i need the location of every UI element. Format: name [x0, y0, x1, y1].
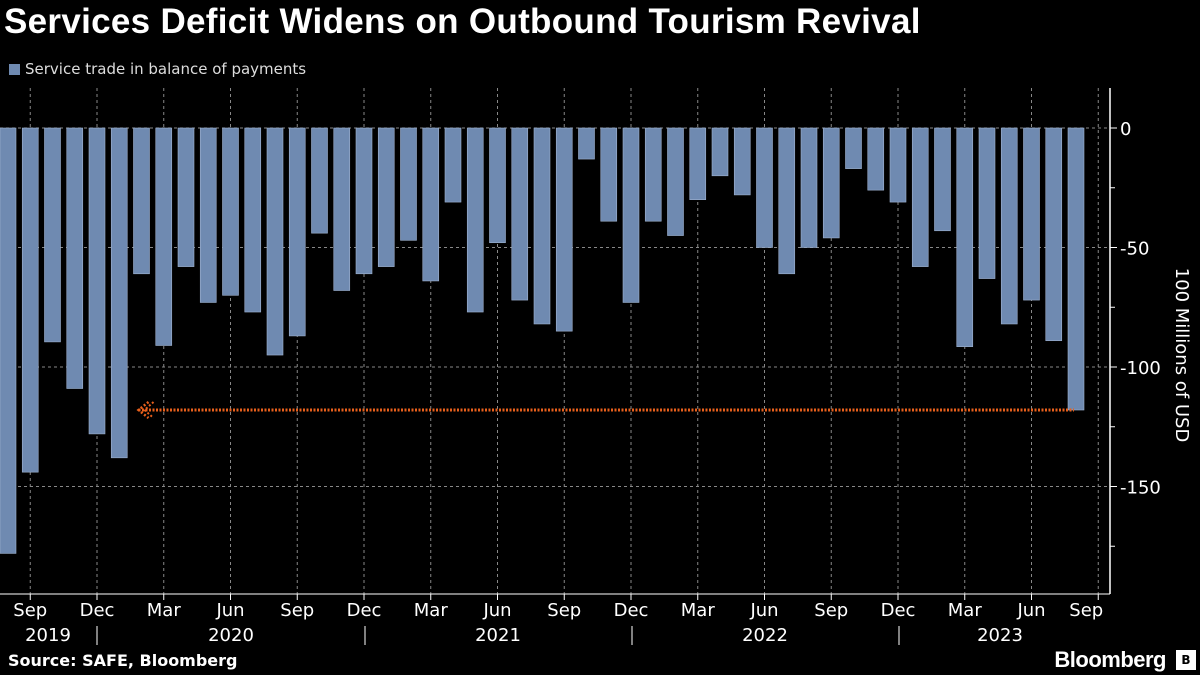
legend: Service trade in balance of payments: [9, 60, 306, 78]
bar-2021-10: [555, 127, 573, 332]
bar-2021-11: [578, 127, 595, 160]
bar-2023-07: [1023, 127, 1040, 301]
bar-2023-02: [911, 127, 929, 267]
bar-2020-05: [177, 127, 195, 267]
legend-swatch: [9, 63, 20, 75]
bar-2022-04: [689, 127, 707, 200]
bar-2022-05: [711, 127, 729, 177]
bar-2019-10: [21, 127, 39, 473]
bar-2019-11: [44, 127, 61, 343]
bar-2020-10: [288, 127, 306, 337]
y-tick-label: 0: [1120, 119, 1131, 140]
x-tick-label: Jun: [749, 600, 778, 621]
y-axis-label: 100 Millions of USD: [1171, 268, 1192, 443]
annotation-arrowhead-icon: [142, 401, 155, 419]
x-tick-label: Dec: [614, 600, 649, 621]
bar-2022-10: [822, 127, 840, 239]
bar-2021-06: [466, 127, 484, 313]
bar-2020-03: [133, 127, 150, 275]
bar-2019-12: [66, 127, 84, 389]
x-tick-label: Sep: [280, 600, 314, 621]
bar-2023-05: [978, 127, 996, 279]
year-label: 2023: [977, 625, 1023, 646]
bar-2020-04: [155, 127, 173, 346]
bar-2023-03: [934, 127, 951, 232]
bar-2019-09: [0, 127, 17, 554]
x-tick-label: Sep: [13, 600, 47, 621]
bar-2020-11: [311, 127, 328, 234]
x-tick-label: Jun: [482, 600, 511, 621]
bar-2022-07: [756, 127, 773, 248]
x-tick-label: Dec: [80, 600, 115, 621]
y-tick-label: -100: [1120, 358, 1161, 379]
bar-2021-02: [377, 127, 395, 267]
bar-2023-08: [1045, 127, 1063, 342]
bloomberg-terminal-icon: B: [1176, 650, 1196, 670]
bar-2020-12: [333, 127, 351, 291]
x-tick-label: Jun: [215, 600, 244, 621]
axes: 0 -50 -100 -150 Sep Dec Mar Jun Sep Dec Mar Jun Sep D…: [0, 88, 1161, 646]
x-tick-label: Mar: [147, 600, 182, 621]
bars: [0, 127, 1085, 554]
source-note: Source: SAFE, Bloomberg: [8, 651, 238, 670]
y-tick-label: -150: [1120, 478, 1161, 499]
chart-title: Services Deficit Widens on Outbound Tour…: [4, 2, 921, 41]
bar-2021-01: [355, 127, 373, 275]
annotation: [136, 401, 1074, 419]
x-tick-label: Sep: [547, 600, 581, 621]
bar-2021-12: [600, 127, 618, 222]
bar-2023-06: [1000, 127, 1018, 325]
x-tick-label: Dec: [881, 600, 916, 621]
bar-2020-07: [222, 127, 239, 296]
x-tick-label: Jun: [1016, 600, 1045, 621]
bar-2020-01: [88, 127, 106, 435]
x-tick-label: Mar: [948, 600, 983, 621]
year-label: 2019: [25, 625, 71, 646]
y-tick-label: -50: [1120, 239, 1149, 260]
bar-2021-07: [489, 127, 506, 244]
bar-2020-06: [199, 127, 217, 303]
x-tick-label: Sep: [1069, 600, 1103, 621]
annotation-arrowhead-icon: [136, 401, 150, 419]
bar-2021-03: [400, 127, 417, 241]
bar-2020-08: [244, 127, 262, 313]
bar-2023-09: [1067, 127, 1085, 411]
bar-2021-08: [511, 127, 529, 301]
year-label: 2021: [475, 625, 521, 646]
bar-2022-12: [867, 127, 885, 191]
bar-2022-08: [778, 127, 796, 275]
year-label: 2020: [208, 625, 254, 646]
bar-2021-09: [533, 127, 551, 325]
x-tick-label: Dec: [347, 600, 382, 621]
x-tick-label: Sep: [814, 600, 848, 621]
bar-2023-01: [889, 127, 907, 203]
bar-2022-09: [800, 127, 818, 248]
year-label: 2022: [742, 625, 788, 646]
bar-2022-11: [845, 127, 862, 169]
legend-label: Service trade in balance of payments: [25, 60, 307, 78]
x-tick-label: Mar: [681, 600, 716, 621]
x-tick-label: Mar: [414, 600, 449, 621]
bar-2022-02: [644, 127, 662, 222]
bar-2022-06: [733, 127, 751, 196]
bloomberg-logo: Bloomberg: [1054, 647, 1166, 672]
bar-2020-09: [266, 127, 284, 356]
bar-2022-03: [667, 127, 684, 236]
bar-2021-05: [444, 127, 462, 203]
bar-2022-01: [622, 127, 640, 303]
bar-2020-02: [110, 127, 128, 459]
bar-2021-04: [422, 127, 440, 282]
bar-2023-04: [956, 127, 974, 347]
